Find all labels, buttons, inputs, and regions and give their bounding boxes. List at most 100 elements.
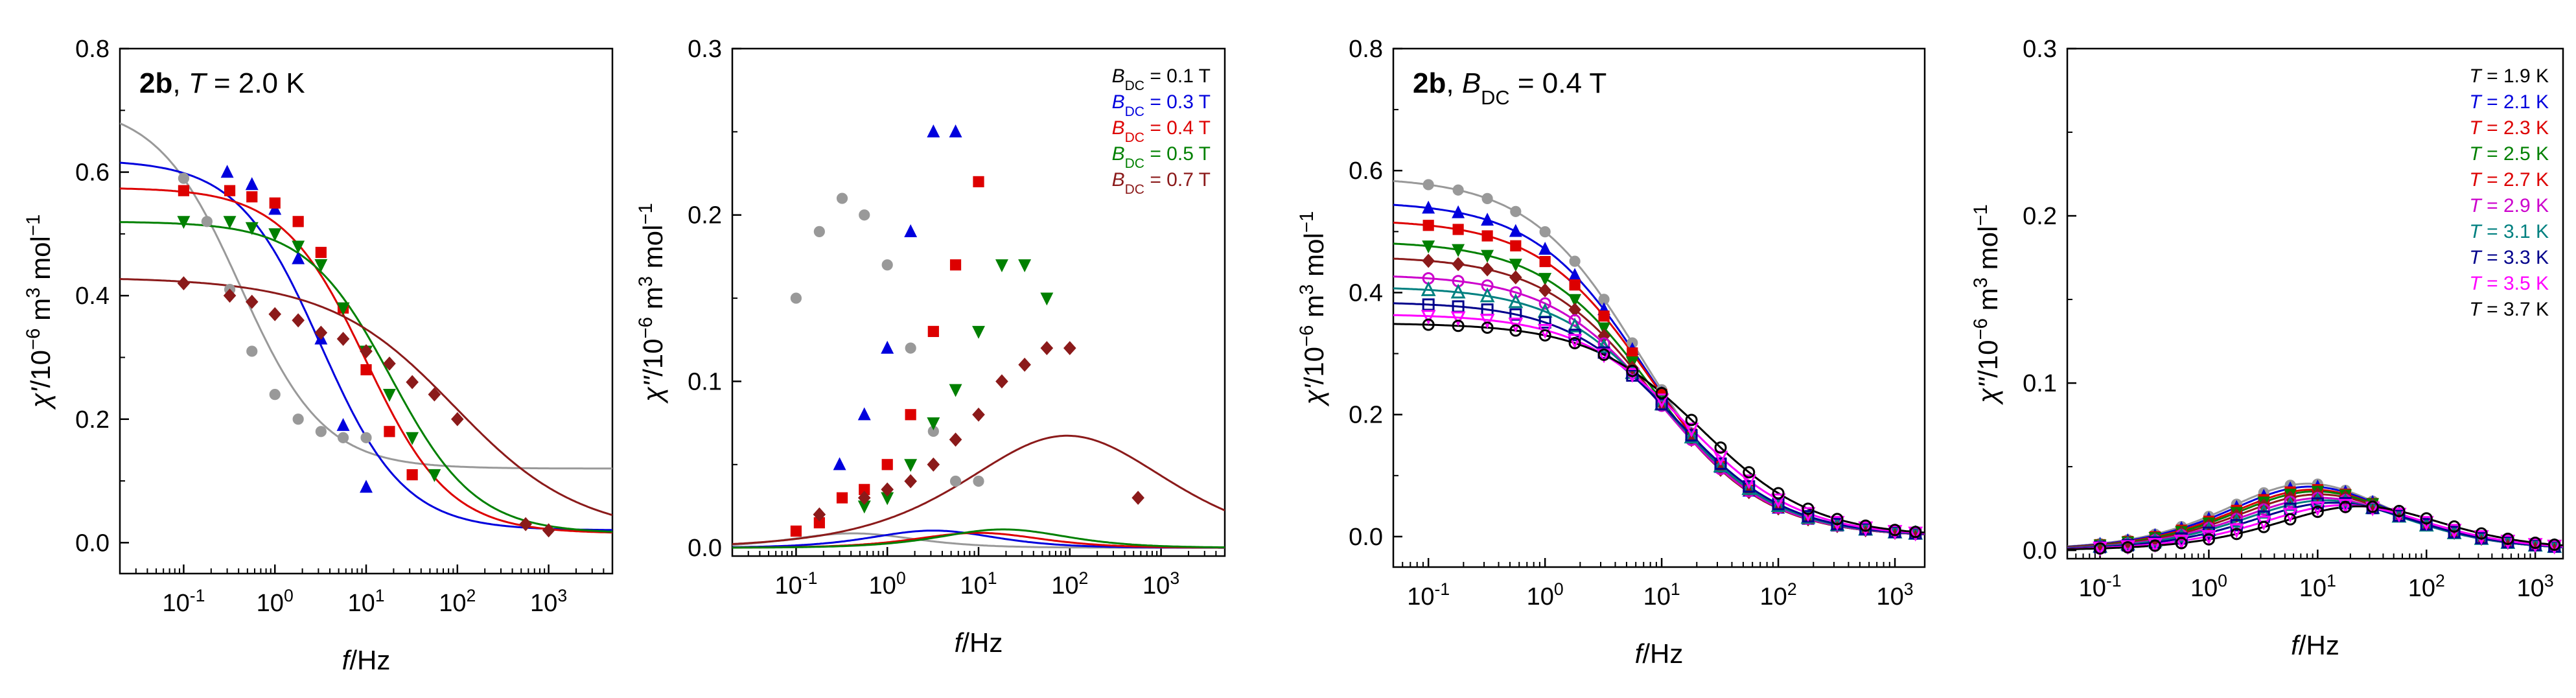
y-axis-label-group: χ''/10−6 m3 mol−1 xyxy=(635,203,669,404)
data-point xyxy=(268,228,282,242)
data-point xyxy=(949,124,962,137)
data-point xyxy=(949,475,962,487)
x-tick-label: 103 xyxy=(530,586,567,617)
y-tick-label: 0.0 xyxy=(1349,524,1383,551)
chart-panel4: 0.0 0.1 0.2 0.3 10-1 100 101 102 103 f/Hz χ''/10−6… xyxy=(1970,36,2564,660)
data-point xyxy=(178,172,190,184)
data-point xyxy=(1422,253,1435,268)
data-point xyxy=(1538,283,1551,297)
legend-entry: BDC = 0.3 T xyxy=(1112,91,1211,119)
chart-panel1: 0.0 0.2 0.4 0.6 0.8 10-1 100 101 102 103 f/Hz χ'/10… xyxy=(23,36,614,675)
data-point xyxy=(1684,428,1699,444)
data-point xyxy=(292,313,305,328)
y-tick-label: 0.4 xyxy=(75,283,110,310)
data-point xyxy=(1479,314,1495,329)
data-point xyxy=(1909,526,1922,539)
legend-entry: T = 1.9 K xyxy=(2469,65,2549,87)
data-point xyxy=(857,407,871,421)
legend-entry: BDC = 0.5 T xyxy=(1112,143,1211,171)
data-point xyxy=(1481,321,1494,334)
legend: T = 1.9 K T = 2.1 K T = 2.3 K T = 2.5 K T = … xyxy=(2469,65,2549,320)
data-point xyxy=(450,412,464,426)
data-point xyxy=(1684,423,1699,438)
x-tick-label: 103 xyxy=(2517,571,2554,602)
data-point xyxy=(2094,542,2107,555)
data-point xyxy=(836,492,848,504)
fit-line-2.1K xyxy=(1393,204,1925,535)
plot-frame xyxy=(119,47,614,575)
data-point xyxy=(973,475,984,487)
data-point xyxy=(2366,500,2379,513)
data-point xyxy=(246,191,258,203)
data-point xyxy=(1018,357,1031,372)
data-point xyxy=(1772,487,1785,500)
data-point xyxy=(2547,539,2562,555)
data-point xyxy=(223,216,237,229)
data-point xyxy=(1858,521,1874,537)
data-point xyxy=(904,474,917,489)
data-point xyxy=(314,325,328,340)
fit-line-0.7T xyxy=(732,434,1225,545)
fit-line-0.7T xyxy=(120,278,612,517)
data-point xyxy=(428,469,441,482)
x-tick-label: 101 xyxy=(960,568,997,599)
data-point xyxy=(1509,308,1522,321)
data-point xyxy=(2120,540,2135,555)
data-point xyxy=(790,525,802,537)
data-point xyxy=(927,417,940,430)
y-tick-label: 0.0 xyxy=(2023,537,2057,564)
data-point xyxy=(382,389,396,402)
data-point xyxy=(1510,205,1522,217)
y-tick-label: 0.2 xyxy=(1349,402,1383,429)
legend-entry: T = 2.9 K xyxy=(2469,195,2549,216)
data-point xyxy=(1654,393,1669,409)
x-tick-label: 10-1 xyxy=(774,568,817,599)
data-point xyxy=(1569,255,1581,267)
data-point xyxy=(857,491,871,506)
x-tick-label: 100 xyxy=(257,586,294,617)
data-point xyxy=(1596,338,1612,353)
y-tick-label: 0.8 xyxy=(75,36,110,63)
data-point xyxy=(1452,320,1465,332)
x-tick-label: 10-1 xyxy=(1407,579,1450,611)
data-point xyxy=(881,459,893,471)
legend-entry: T = 2.3 K xyxy=(2469,117,2549,139)
data-point xyxy=(1509,270,1522,285)
data-point xyxy=(336,302,350,316)
data-point xyxy=(1741,480,1757,495)
data-point xyxy=(1450,311,1466,327)
data-point xyxy=(428,387,441,402)
data-point xyxy=(1538,242,1552,255)
x-axis-label: f/Hz xyxy=(955,627,1003,658)
data-point xyxy=(1598,310,1610,322)
data-point xyxy=(314,259,328,272)
fit-line-3.5K xyxy=(1393,314,1925,535)
data-point xyxy=(881,340,894,354)
data-point xyxy=(406,469,418,481)
data-point xyxy=(1625,364,1640,379)
data-point xyxy=(383,356,396,371)
data-point xyxy=(178,185,190,196)
data-point xyxy=(1509,324,1522,337)
legend-entry: T = 3.5 K xyxy=(2469,273,2549,294)
data-point xyxy=(927,124,940,137)
data-point xyxy=(836,192,848,204)
x-tick-label: 103 xyxy=(1877,579,1914,611)
data-point xyxy=(1569,279,1581,291)
data-point xyxy=(1800,509,1816,524)
y-axis-label: χ''/10−6 m3 mol−1 xyxy=(1970,204,2004,406)
data-point xyxy=(813,507,826,522)
y-tick-label: 0.6 xyxy=(75,159,110,187)
y-tick-label: 0.4 xyxy=(1349,279,1383,307)
data-point xyxy=(2339,500,2352,513)
legend-entry: T = 2.1 K xyxy=(2469,91,2549,113)
plot-frame xyxy=(1392,47,1926,568)
data-point xyxy=(245,222,259,235)
data-point xyxy=(927,457,940,472)
fit-line-3.7K xyxy=(1393,323,1925,534)
data-point xyxy=(904,224,918,237)
data-point xyxy=(360,432,372,443)
data-point xyxy=(1481,250,1494,263)
data-point xyxy=(315,246,327,259)
data-point xyxy=(905,409,916,421)
